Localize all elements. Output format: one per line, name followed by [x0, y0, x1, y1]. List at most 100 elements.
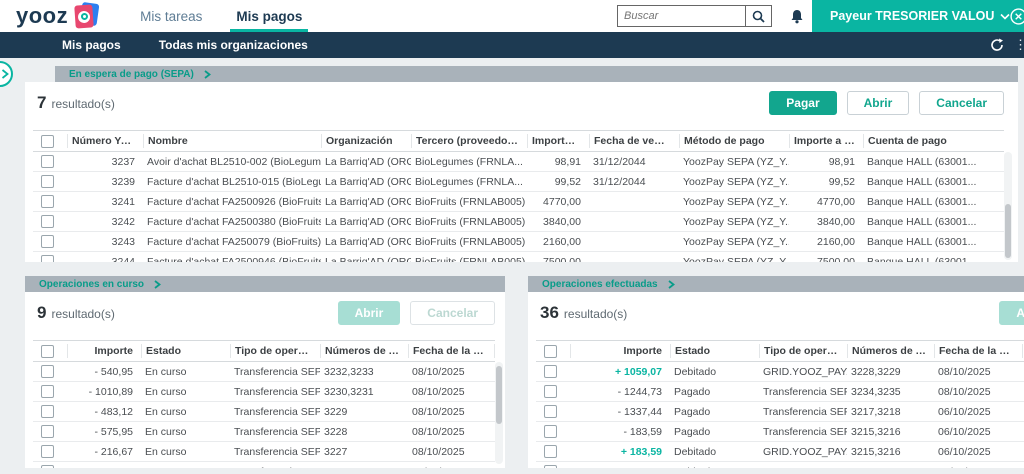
section-completed-header[interactable]: Operaciones efectuadas	[528, 276, 1024, 292]
column-header[interactable]: Fech	[1022, 344, 1024, 358]
section-pending-header[interactable]: En espera de pago (SEPA)	[55, 66, 1018, 82]
row-checkbox[interactable]	[544, 425, 557, 438]
column-header[interactable]: Números de Yooz	[320, 344, 408, 358]
row-checkbox[interactable]	[544, 465, 557, 468]
column-header[interactable]: Números de Yooz	[847, 344, 934, 358]
row-checkbox[interactable]	[41, 195, 54, 208]
column-header[interactable]: Importe total	[527, 134, 589, 148]
column-header[interactable]: Importe	[67, 344, 141, 358]
row-checkbox[interactable]	[41, 445, 54, 458]
results-count: 9 resultado(s)	[37, 303, 115, 322]
cell: En curso	[145, 425, 187, 438]
table-row[interactable]: 3243 Facture d'achat FA250079 (BioFruits)…	[33, 232, 1004, 252]
table-row[interactable]: - 1244,73 Pagado Transferencia SEPA i... 32…	[536, 382, 1024, 402]
header-right: Payeur TRESORIER VALOU	[617, 0, 1024, 32]
scrollbar-thumb[interactable]	[1005, 204, 1011, 258]
tab-mis-tareas[interactable]: Mis tareas	[140, 8, 203, 24]
row-checkbox[interactable]	[41, 365, 54, 378]
search-button[interactable]	[745, 5, 772, 27]
row-checkbox[interactable]	[544, 365, 557, 378]
column-header[interactable]: Tercero (proveedor,...	[411, 134, 527, 148]
row-checkbox[interactable]	[544, 445, 557, 458]
chevron-right-icon	[204, 69, 211, 79]
cell: 2160,00	[543, 235, 581, 248]
table-header-row: Importe Estado Tipo de operación Números de…	[536, 340, 1024, 362]
table-row[interactable]: + 1337,44DebitadoGRID.YOOZ_PAY.FUN...321…	[536, 462, 1024, 468]
table-row[interactable]: 3242 Facture d'achat FA2500380 (BioFruits…	[33, 212, 1004, 232]
row-checkbox[interactable]	[41, 155, 54, 168]
column-header[interactable]: Estado	[670, 344, 759, 358]
row-checkbox[interactable]	[41, 425, 54, 438]
cell: YoozPay SEPA (YZ_Y...	[683, 255, 789, 263]
vertical-scrollbar[interactable]	[1004, 152, 1012, 260]
column-header[interactable]: Estado	[141, 344, 230, 358]
column-header[interactable]: Prove	[494, 344, 495, 358]
section-in-progress-header[interactable]: Operaciones en curso	[25, 276, 505, 292]
row-checkbox[interactable]	[41, 215, 54, 228]
logout-button[interactable]	[1010, 7, 1024, 25]
table-row[interactable]: - 540,95 En curso Transferencia SEPA 3232,3…	[33, 362, 495, 382]
table-row[interactable]: 3239 Facture d'achat BL2510-015 (BioLegum…	[33, 172, 1004, 192]
column-header[interactable]: Número Yooz ↑	[67, 134, 143, 148]
table-row[interactable]: - 575,95 En curso Transferencia SEPA 3228 08…	[33, 422, 495, 442]
scrollbar-thumb[interactable]	[496, 366, 502, 424]
tab-mis-pagos[interactable]: Mis pagos	[230, 0, 309, 32]
row-checkbox[interactable]	[41, 385, 54, 398]
row-checkbox[interactable]	[41, 175, 54, 188]
table-row[interactable]: + 183,59 Debitado GRID.YOOZ_PAY.FUN... 3215…	[536, 442, 1024, 462]
select-all-checkbox[interactable]	[544, 344, 557, 358]
select-all-checkbox[interactable]	[41, 134, 54, 148]
user-menu[interactable]: Payeur TRESORIER VALOU	[812, 0, 1024, 32]
search-input[interactable]	[617, 5, 745, 27]
row-checkbox[interactable]	[41, 255, 54, 262]
abrir-button[interactable]: Abrir	[846, 91, 910, 115]
abrir-button-disabled[interactable]: Abrir	[337, 301, 401, 325]
pagar-button[interactable]: Pagar	[769, 91, 837, 115]
abrir-button-disabled[interactable]: Abrir	[999, 301, 1024, 325]
cancelar-button[interactable]: Cancelar	[919, 91, 1004, 115]
cell: BioFruits (FRNLAB005)	[415, 255, 526, 263]
table-row[interactable]: - 183,59 Pagado Transferencia SEPA 3215,321…	[536, 422, 1024, 442]
column-header[interactable]: Cuenta de pago	[863, 134, 1004, 148]
bottom-sections: Operaciones en curso 9 resultado(s) Abrir…	[25, 276, 1024, 468]
cancelar-button-disabled[interactable]: Cancelar	[410, 301, 495, 325]
table-row[interactable]: 3241 Facture d'achat FA2500926 (BioFruits…	[33, 192, 1004, 212]
column-header[interactable]: Nombre	[143, 134, 321, 148]
row-checkbox[interactable]	[544, 405, 557, 418]
table-row[interactable]: - 1010,89 En curso Transferencia SEPA 3230,…	[33, 382, 495, 402]
table-row[interactable]: - 1337,44 Pagado Transferencia SEPA 3217,32…	[536, 402, 1024, 422]
table-row[interactable]: - 216,67 En curso Transferencia SEPA 3227 08…	[33, 442, 495, 462]
column-header[interactable]: Organización	[321, 134, 411, 148]
kebab-menu-icon[interactable]: ⋮	[1014, 37, 1024, 52]
row-checkbox[interactable]	[41, 405, 54, 418]
column-header[interactable]: Método de pago	[679, 134, 789, 148]
table-row[interactable]: + 1059,07 Debitado GRID.YOOZ_PAY.FUN... 322…	[536, 362, 1024, 382]
vertical-scrollbar[interactable]	[495, 362, 503, 464]
notifications-button[interactable]	[782, 9, 812, 24]
cell: Facture d'achat FA250079 (BioFruits)	[147, 235, 321, 248]
table-row[interactable]: 3244 Facture d'achat FA2500946 (BioFruits…	[33, 252, 1004, 262]
column-header[interactable]: Tipo de operación	[230, 344, 320, 358]
column-header[interactable]: Importe a pagar	[789, 134, 863, 148]
select-all-checkbox[interactable]	[41, 344, 54, 358]
column-header[interactable]: Fecha de la soli... ↓	[408, 344, 494, 358]
row-checkbox[interactable]	[41, 465, 54, 468]
column-header[interactable]: Importe	[570, 344, 670, 358]
cell: YoozPay SEPA (YZ_Y...	[683, 215, 789, 228]
row-checkbox[interactable]	[41, 235, 54, 248]
table-row[interactable]: - 483,12 En curso Transferencia SEPA 3229 08…	[33, 402, 495, 422]
cell: 99,52	[828, 175, 855, 188]
row-checkbox[interactable]	[544, 385, 557, 398]
cell: 08/10/2025	[412, 445, 465, 458]
cell: 3237	[111, 155, 135, 168]
table-row[interactable]: 3237 Avoir d'achat BL2510-002 (BioLegumes…	[33, 152, 1004, 172]
column-header[interactable]: Fecha de vencimiento	[589, 134, 679, 148]
column-header[interactable]: Tipo de operación	[759, 344, 847, 358]
navbar-item-mis-pagos[interactable]: Mis pagos	[62, 38, 121, 52]
cell: 3241	[111, 195, 135, 208]
navbar-item-todas-organizaciones[interactable]: Todas mis organizaciones	[158, 38, 308, 52]
yooz-logo: yooz	[16, 1, 100, 29]
column-header[interactable]: Fecha de la solicitud	[934, 344, 1022, 358]
refresh-button[interactable]	[990, 38, 1004, 52]
